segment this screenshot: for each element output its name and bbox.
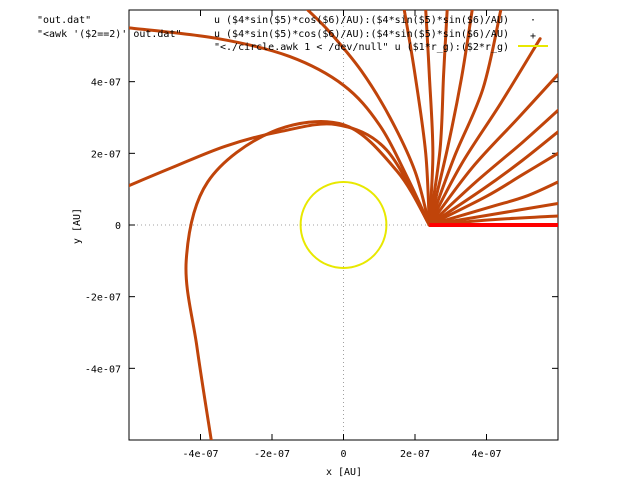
trajectory-12	[427, 108, 558, 227]
trajectory-3	[184, 119, 431, 440]
trajectory-11	[427, 73, 558, 227]
x-tick-label: 4e-07	[471, 449, 501, 460]
y-tick-label: 2e-07	[91, 149, 121, 160]
trajectory-4	[306, 10, 431, 227]
trajectory-8	[427, 10, 474, 227]
ticks: -4e-07 -2e-07 0 2e-07 4e-07 4e-07 2e-07 0 -2e-07…	[85, 10, 558, 460]
plot-area	[129, 10, 558, 440]
y-tick-label: -4e-07	[85, 364, 121, 375]
trajectory-6	[424, 10, 435, 227]
trajectory-5	[402, 10, 431, 227]
trajectory-10	[427, 37, 542, 227]
trajectory-2	[129, 122, 431, 227]
legend-marker-2: +	[530, 31, 536, 42]
series-layer	[129, 10, 558, 440]
legend-entry-3: "<./circle.awk 1 < /dev/null" u ($1*r_g)…	[214, 42, 509, 53]
trajectory-14	[427, 151, 558, 227]
trajectory-1	[129, 26, 431, 227]
source-cluster	[428, 213, 441, 225]
x-tick-label: -2e-07	[254, 449, 290, 460]
trajectory-15	[427, 180, 558, 227]
legend-entry-2: u ($4*sin($5)*cos($6)/AU):($4*sin($5)*si…	[214, 29, 509, 40]
x-axis-label: x [AU]	[326, 467, 362, 478]
legend-entry-1: u ($4*sin($5)*cos($6)/AU):($4*sin($5)*si…	[214, 15, 509, 26]
y-tick-label: 4e-07	[91, 78, 121, 89]
x-tick-label: -4e-07	[182, 449, 218, 460]
legend-file-label-2: "<awk '($2==2)' out.dat"	[37, 29, 182, 40]
y-tick-label: -2e-07	[85, 293, 121, 304]
trajectory-7	[427, 10, 449, 227]
x-tick-label: 0	[340, 449, 346, 460]
legend: "out.dat" "<awk '($2==2)' out.dat" u ($4*s…	[37, 15, 548, 53]
series-3-circle	[299, 181, 388, 269]
y-axis-label: y [AU]	[72, 208, 83, 244]
legend-file-label-1: "out.dat"	[37, 15, 91, 26]
trajectory-13	[427, 130, 558, 227]
x-tick-label: 2e-07	[400, 449, 430, 460]
trajectory-9	[427, 10, 503, 227]
y-tick-label: 0	[115, 221, 121, 232]
legend-marker-1: ·	[530, 15, 536, 26]
